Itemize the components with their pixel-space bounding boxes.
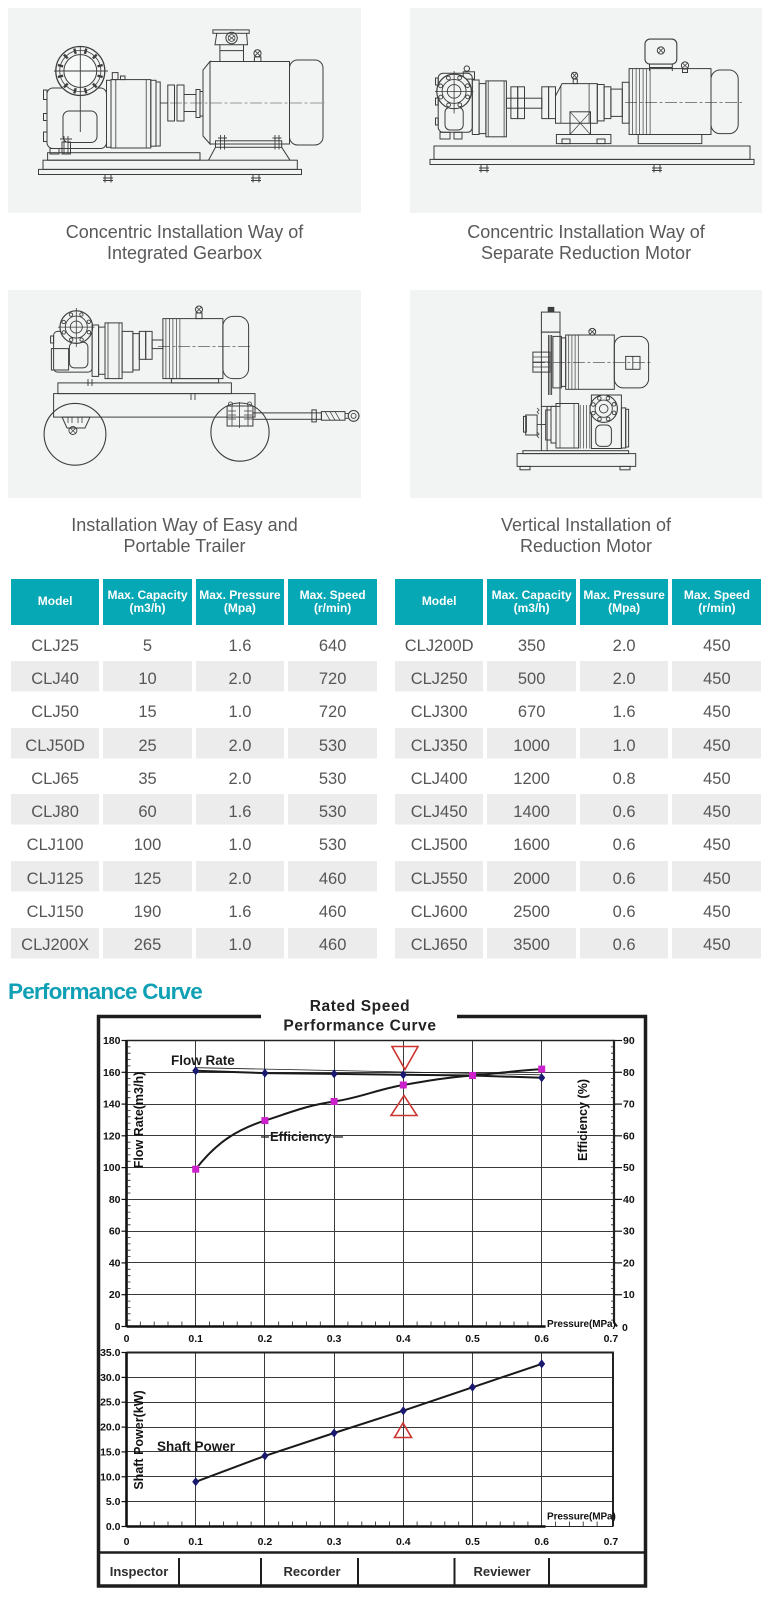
svg-text:15.0: 15.0 bbox=[100, 1446, 121, 1458]
svg-text:0.1: 0.1 bbox=[188, 1333, 203, 1345]
svg-text:Performance Curve: Performance Curve bbox=[283, 1018, 436, 1035]
svg-text:0.4: 0.4 bbox=[396, 1333, 411, 1345]
svg-text:0: 0 bbox=[622, 1322, 628, 1334]
svg-text:Pressure(MPa): Pressure(MPa) bbox=[547, 1512, 616, 1523]
svg-text:0.6: 0.6 bbox=[534, 1333, 549, 1345]
svg-text:30: 30 bbox=[623, 1226, 635, 1238]
svg-text:70: 70 bbox=[623, 1099, 635, 1111]
svg-text:0.6: 0.6 bbox=[534, 1536, 549, 1548]
svg-text:10.0: 10.0 bbox=[100, 1471, 121, 1483]
svg-text:140: 140 bbox=[103, 1099, 121, 1111]
svg-text:0.0: 0.0 bbox=[106, 1521, 121, 1533]
svg-text:60: 60 bbox=[623, 1130, 635, 1142]
svg-text:0.5: 0.5 bbox=[465, 1333, 480, 1345]
svg-text:0.3: 0.3 bbox=[327, 1536, 342, 1548]
svg-text:40: 40 bbox=[109, 1257, 121, 1269]
svg-text:0: 0 bbox=[124, 1536, 130, 1548]
svg-text:0.5: 0.5 bbox=[465, 1536, 480, 1548]
svg-text:60: 60 bbox=[109, 1226, 121, 1238]
svg-text:0.3: 0.3 bbox=[327, 1333, 342, 1345]
svg-text:25.0: 25.0 bbox=[100, 1397, 121, 1409]
svg-text:Recorder: Recorder bbox=[283, 1564, 340, 1579]
svg-text:0.1: 0.1 bbox=[188, 1536, 203, 1548]
svg-text:20: 20 bbox=[109, 1289, 121, 1301]
svg-text:80: 80 bbox=[623, 1067, 635, 1079]
svg-text:Pressure(MPa): Pressure(MPa) bbox=[547, 1319, 616, 1330]
svg-text:0.7: 0.7 bbox=[604, 1333, 619, 1345]
svg-text:0.2: 0.2 bbox=[258, 1333, 273, 1345]
svg-text:Rated Speed: Rated Speed bbox=[310, 998, 411, 1015]
svg-text:0.2: 0.2 bbox=[258, 1536, 273, 1548]
svg-text:Flow Rate(m3/h): Flow Rate(m3/h) bbox=[132, 1072, 146, 1169]
svg-text:0.4: 0.4 bbox=[396, 1536, 411, 1548]
svg-text:5.0: 5.0 bbox=[106, 1496, 121, 1508]
svg-text:50: 50 bbox=[623, 1162, 635, 1174]
svg-text:Reviewer: Reviewer bbox=[473, 1564, 530, 1579]
svg-text:Inspector: Inspector bbox=[110, 1564, 169, 1579]
svg-text:40: 40 bbox=[623, 1194, 635, 1206]
svg-text:0.7: 0.7 bbox=[604, 1536, 619, 1548]
svg-text:Flow Rate: Flow Rate bbox=[171, 1053, 235, 1068]
svg-text:80: 80 bbox=[109, 1194, 121, 1206]
svg-text:Shaft Power(kW): Shaft Power(kW) bbox=[132, 1390, 146, 1489]
svg-text:10: 10 bbox=[623, 1289, 635, 1301]
svg-text:0: 0 bbox=[124, 1333, 130, 1345]
svg-text:Efficiency: Efficiency bbox=[270, 1129, 332, 1144]
svg-text:35.0: 35.0 bbox=[100, 1347, 121, 1359]
svg-text:20: 20 bbox=[623, 1257, 635, 1269]
svg-text:Shaft Power: Shaft Power bbox=[157, 1439, 236, 1454]
svg-text:0: 0 bbox=[115, 1321, 121, 1333]
svg-text:120: 120 bbox=[103, 1130, 121, 1142]
svg-text:100: 100 bbox=[103, 1162, 121, 1174]
svg-text:30.0: 30.0 bbox=[100, 1372, 121, 1384]
svg-text:Efficiency (%): Efficiency (%) bbox=[576, 1079, 590, 1161]
svg-text:160: 160 bbox=[103, 1067, 121, 1079]
svg-text:20.0: 20.0 bbox=[100, 1422, 121, 1434]
svg-text:180: 180 bbox=[103, 1035, 121, 1047]
svg-text:90: 90 bbox=[623, 1035, 635, 1047]
